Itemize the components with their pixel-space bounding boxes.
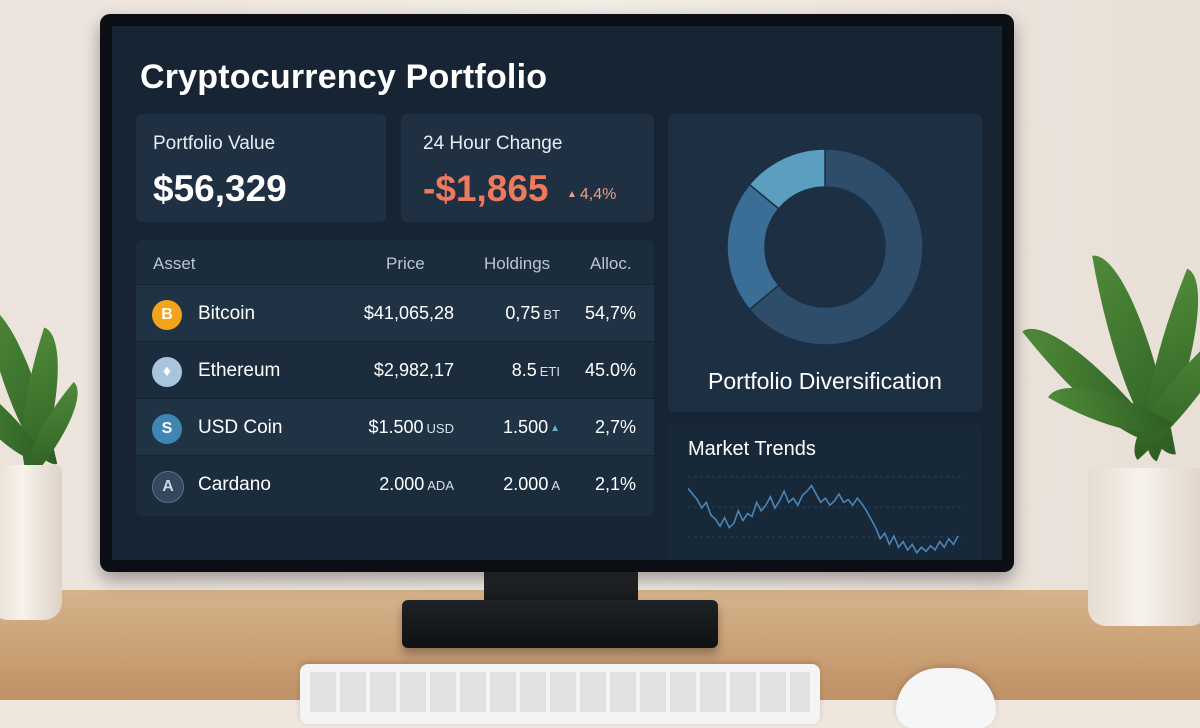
diversification-card: Portfolio Diversification bbox=[668, 114, 982, 412]
triangle-up-icon: ▲ bbox=[550, 423, 560, 434]
holdings-unit: BT bbox=[543, 307, 560, 322]
triangle-up-icon: ▲ bbox=[567, 189, 577, 200]
price-unit: USD bbox=[426, 421, 454, 436]
asset-name: Bitcoin bbox=[198, 303, 256, 324]
page-title: Cryptocurrency Portfolio bbox=[140, 58, 548, 96]
change-percent: ▲ 4,4% bbox=[567, 186, 616, 204]
portfolio-value-card: Portfolio Value $56,329 bbox=[136, 114, 386, 222]
asset-name: Ethereum bbox=[198, 360, 281, 381]
diversification-donut bbox=[726, 148, 924, 346]
portfolio-value-label: Portfolio Value bbox=[153, 133, 276, 154]
cardano-icon: A bbox=[152, 471, 184, 503]
header-holdings[interactable]: Holdings bbox=[484, 254, 551, 273]
monitor-stand-base bbox=[402, 600, 718, 648]
market-trends-chart bbox=[688, 476, 964, 555]
price-unit: ADA bbox=[427, 478, 454, 493]
header-asset[interactable]: Asset bbox=[153, 254, 196, 273]
donut-segment[interactable] bbox=[748, 148, 826, 210]
asset-name: USD Coin bbox=[198, 417, 283, 438]
asset-allocation: 45.0% bbox=[584, 360, 636, 380]
asset-holdings: 8.5 EΤΙ bbox=[511, 360, 560, 380]
market-trends-title: Market Trends bbox=[688, 438, 816, 460]
table-row[interactable]: A Cardano 2.000 ADA 2.000 A 2,1% bbox=[136, 455, 654, 513]
diversification-title: Portfolio Diversification bbox=[708, 368, 942, 394]
holdings-unit: A bbox=[551, 478, 560, 493]
trend-line bbox=[688, 484, 959, 555]
asset-holdings: 2.000 A bbox=[503, 474, 560, 494]
asset-price: $41,065,28 bbox=[363, 303, 454, 323]
table-row[interactable]: ♦ Ethereum $2,982,17 8.5 EΤΙ 45.0% bbox=[136, 341, 654, 399]
holdings-table: Asset Price Holdings Alloc. B Bitcoin $41,… bbox=[136, 240, 654, 516]
asset-allocation: 54,7% bbox=[584, 303, 636, 323]
holdings-unit: EΤΙ bbox=[539, 364, 560, 379]
monitor: Cryptocurrency Portfolio Portfolio Value… bbox=[100, 14, 1014, 572]
market-trends-card: Market Trends bbox=[668, 424, 982, 560]
portfolio-value: $56,329 bbox=[153, 168, 287, 209]
change-value: -$1,865 bbox=[423, 168, 549, 209]
asset-price: $2,982,17 bbox=[373, 360, 454, 380]
monitor-stand-neck bbox=[484, 572, 638, 602]
header-price[interactable]: Price bbox=[386, 254, 425, 273]
usd-coin-icon: S bbox=[152, 414, 182, 444]
change-card: 24 Hour Change -$1,865 ▲ 4,4% bbox=[401, 114, 654, 222]
change-label: 24 Hour Change bbox=[423, 133, 563, 154]
table-row[interactable]: S USD Coin $1.500 USD 1.500 ▲ 2,7% bbox=[136, 398, 654, 456]
table-header: Asset Price Holdings Alloc. bbox=[136, 240, 654, 284]
asset-allocation: 2,1% bbox=[594, 474, 636, 494]
bitcoin-icon: B bbox=[152, 300, 182, 330]
asset-holdings: 0,75 BT bbox=[505, 303, 560, 323]
asset-name: Cardano bbox=[198, 474, 271, 495]
dashboard-screen: Cryptocurrency Portfolio Portfolio Value… bbox=[112, 26, 1002, 560]
asset-allocation: 2,7% bbox=[594, 417, 636, 437]
donut-segment[interactable] bbox=[748, 148, 924, 346]
table-row[interactable]: B Bitcoin $41,065,28 0,75 BT 54,7% bbox=[136, 284, 654, 342]
asset-price: 2.000 ADA bbox=[379, 474, 454, 494]
asset-price: $1.500 USD bbox=[368, 417, 454, 437]
keyboard bbox=[300, 664, 820, 724]
change-percent-value: 4,4% bbox=[579, 186, 617, 203]
ethereum-icon: ♦ bbox=[152, 357, 182, 387]
header-alloc[interactable]: Alloc. bbox=[590, 254, 632, 273]
asset-holdings: 1.500 ▲ bbox=[503, 417, 560, 437]
